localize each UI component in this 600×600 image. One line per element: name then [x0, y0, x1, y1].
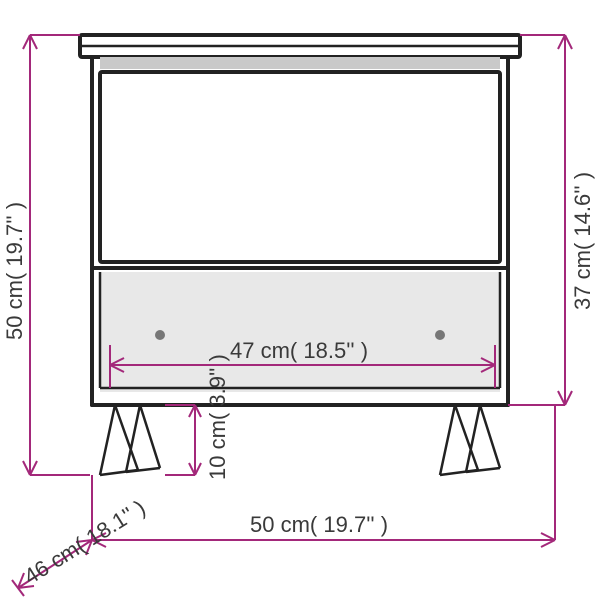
- dim-depth: 46 cm( 18.1'' ): [12, 495, 150, 596]
- furniture: [80, 35, 520, 475]
- svg-text:46 cm( 18.1'' ): 46 cm( 18.1'' ): [19, 495, 149, 589]
- dimension-diagram: 50 cm( 19.7'' ) 37 cm( 14.6'' ) 10 cm( 3…: [0, 0, 600, 600]
- dim-height-body-cm: 37: [570, 286, 595, 310]
- dim-width-total-in: 19.7: [323, 512, 366, 537]
- svg-text:10 cm( 3.9'' ): 10 cm( 3.9'' ): [205, 354, 230, 480]
- dim-width-inner-in: 18.5: [303, 338, 346, 363]
- dim-height-total-in: 19.7: [2, 224, 27, 267]
- dim-leg-in: 3.9: [205, 376, 230, 407]
- svg-text:37 cm( 14.6'' ): 37 cm( 14.6'' ): [570, 172, 595, 310]
- dim-height-total-cm: 50: [2, 316, 27, 340]
- dim-width-inner-cm: 47: [230, 338, 254, 363]
- svg-text:47 cm( 18.5'' ): 47 cm( 18.5'' ): [230, 338, 368, 363]
- dim-height-total: 50 cm( 19.7'' ): [2, 35, 90, 475]
- svg-text:50 cm( 19.7'' ): 50 cm( 19.7'' ): [250, 512, 388, 537]
- dim-height-body-in: 14.6: [570, 194, 595, 237]
- dim-height-body: 37 cm( 14.6'' ): [508, 35, 595, 405]
- dim-width-total-cm: 50: [250, 512, 274, 537]
- dim-leg-cm: 10: [205, 456, 230, 480]
- svg-text:50 cm( 19.7'' ): 50 cm( 19.7'' ): [2, 202, 27, 340]
